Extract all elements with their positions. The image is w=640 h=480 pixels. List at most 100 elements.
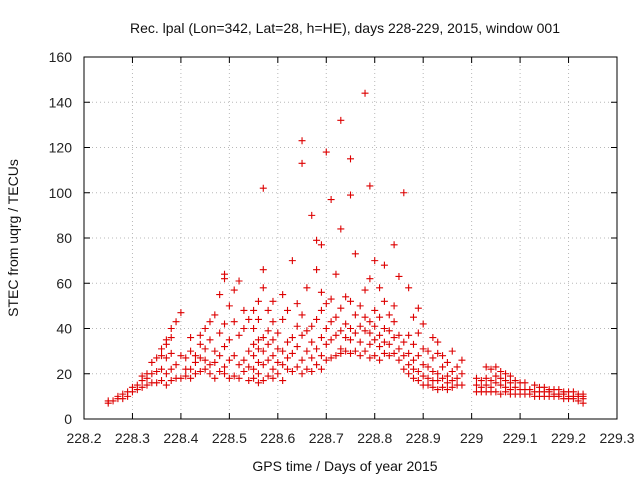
data-point: [376, 313, 384, 321]
data-point: [332, 313, 340, 321]
data-point: [254, 358, 262, 366]
data-point: [405, 284, 413, 292]
data-point: [191, 352, 199, 360]
data-point: [206, 370, 214, 378]
data-point: [288, 367, 296, 375]
data-point: [342, 347, 350, 355]
data-point: [259, 347, 267, 355]
data-point: [128, 383, 136, 391]
data-point: [390, 241, 398, 249]
chart-title: Rec. lpal (Lon=342, Lat=28, h=HE), days …: [130, 20, 560, 36]
data-point: [506, 379, 514, 387]
data-point: [419, 361, 427, 369]
data-point: [492, 372, 500, 380]
data-point: [405, 331, 413, 339]
data-point: [390, 318, 398, 326]
data-point: [356, 352, 364, 360]
data-point: [502, 383, 510, 391]
data-point: [274, 329, 282, 337]
data-point: [235, 331, 243, 339]
y-axis-label: STEC from uqrg / TECUs: [5, 159, 21, 317]
data-point: [153, 354, 161, 362]
data-point: [414, 329, 422, 337]
data-point: [240, 356, 248, 364]
data-point: [293, 300, 301, 308]
data-point: [308, 322, 316, 330]
y-tick-label: 40: [56, 321, 72, 337]
data-point: [400, 365, 408, 373]
data-point: [308, 211, 316, 219]
data-point: [356, 338, 364, 346]
data-point: [293, 343, 301, 351]
data-point: [448, 377, 456, 385]
data-point: [526, 386, 534, 394]
data-point: [303, 347, 311, 355]
data-point: [322, 340, 330, 348]
data-point: [443, 386, 451, 394]
data-point: [221, 320, 229, 328]
data-point: [492, 363, 500, 371]
data-point: [337, 225, 345, 233]
data-point: [482, 374, 490, 382]
data-point: [245, 377, 253, 385]
data-point: [347, 191, 354, 199]
x-tick-label: 228.7: [309, 430, 344, 446]
plot-frame: [83, 56, 618, 420]
data-point: [409, 340, 417, 348]
data-point: [119, 390, 127, 398]
data-point: [172, 361, 180, 369]
data-point: [230, 372, 238, 380]
data-point: [472, 374, 480, 382]
data-point: [443, 358, 451, 366]
data-point: [196, 354, 204, 362]
data-point: [366, 354, 374, 362]
data-point: [177, 352, 185, 360]
data-point: [361, 313, 369, 321]
data-point: [337, 116, 345, 124]
data-point: [298, 356, 306, 364]
data-point: [322, 300, 330, 308]
axis-ticks: 228.2 228.3 228.4 228.5 228.6 228.7 228.8 228.9…: [49, 49, 635, 446]
data-point: [332, 331, 340, 339]
data-point: [322, 148, 330, 156]
data-point: [540, 383, 548, 391]
data-point: [395, 331, 403, 339]
data-point: [182, 372, 190, 380]
data-point: [443, 379, 451, 387]
data-point: [245, 315, 253, 323]
data-point: [235, 277, 243, 285]
data-point: [259, 334, 267, 342]
data-point: [259, 377, 267, 385]
data-point: [458, 370, 466, 378]
data-point: [216, 329, 224, 337]
data-point: [347, 297, 354, 305]
data-point: [298, 370, 306, 378]
data-point: [216, 367, 224, 375]
data-point: [225, 374, 233, 382]
data-point: [288, 349, 296, 357]
data-point: [167, 334, 175, 342]
data-point: [361, 286, 369, 294]
data-point: [308, 367, 316, 375]
data-point: [569, 388, 577, 396]
data-point: [250, 365, 258, 373]
data-point: [216, 291, 224, 299]
data-point: [376, 331, 384, 339]
data-point: [448, 383, 456, 391]
data-point: [153, 379, 161, 387]
data-point: [434, 377, 442, 385]
data-point: [395, 345, 403, 353]
data-point: [434, 386, 442, 394]
data-point: [303, 284, 311, 292]
data-point: [298, 311, 306, 319]
data-point: [487, 377, 495, 385]
data-point: [264, 327, 272, 335]
data-point: [187, 374, 195, 382]
data-point: [254, 345, 262, 353]
data-points: [104, 89, 587, 407]
data-point: [342, 293, 350, 301]
data-point: [337, 327, 345, 335]
data-point: [429, 383, 437, 391]
data-point: [458, 381, 466, 389]
